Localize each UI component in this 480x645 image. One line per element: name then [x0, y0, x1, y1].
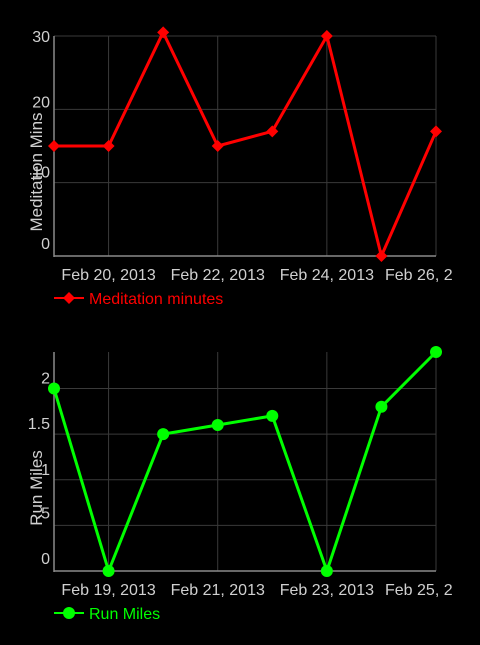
y-tick-label: 20	[32, 94, 50, 111]
data-point	[157, 428, 169, 440]
y-tick-label: 0	[41, 551, 50, 568]
y-tick-label: 30	[32, 29, 50, 46]
x-tick-label: Feb 23, 2013	[280, 582, 374, 599]
x-tick-label: Feb 22, 2013	[171, 267, 265, 284]
data-point	[48, 140, 60, 152]
data-point	[103, 565, 115, 577]
data-point	[321, 30, 333, 42]
legend-marker	[63, 607, 75, 619]
series-line	[54, 352, 436, 571]
data-point	[321, 565, 333, 577]
x-tick-label: Feb 26, 2	[385, 267, 453, 284]
y-tick-label: 1.5	[28, 416, 50, 433]
x-tick-label: Feb 21, 2013	[171, 582, 265, 599]
legend-label: Meditation minutes	[89, 291, 223, 308]
x-tick-label: Feb 19, 2013	[61, 582, 155, 599]
y-tick-label: 2	[41, 371, 50, 388]
data-point	[375, 401, 387, 413]
data-point	[157, 26, 169, 38]
legend-label: Run Miles	[89, 606, 160, 623]
data-point	[266, 410, 278, 422]
data-point	[375, 250, 387, 262]
x-tick-label: Feb 20, 2013	[61, 267, 155, 284]
data-point	[266, 125, 278, 137]
y-axis-label: Meditation Mins	[27, 112, 46, 231]
data-point	[212, 140, 224, 152]
data-point	[212, 419, 224, 431]
x-tick-label: Feb 25, 2	[385, 582, 453, 599]
data-point	[430, 346, 442, 358]
data-point	[48, 383, 60, 395]
y-axis-label: Run Miles	[27, 450, 46, 526]
x-tick-label: Feb 24, 2013	[280, 267, 374, 284]
data-point	[430, 125, 442, 137]
data-point	[103, 140, 115, 152]
legend-marker	[63, 292, 75, 304]
y-tick-label: 0	[41, 236, 50, 253]
